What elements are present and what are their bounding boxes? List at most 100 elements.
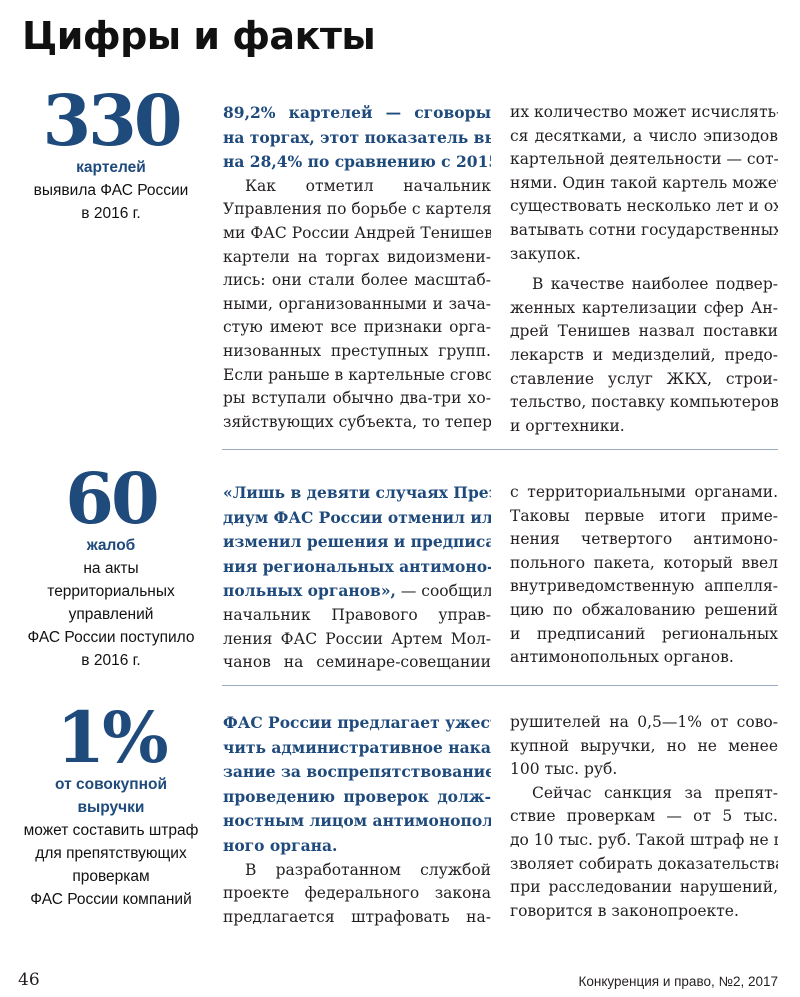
text-line: женных картелизации сфер Ан- xyxy=(510,297,778,321)
stat-description: ФАС России поступило xyxy=(27,629,195,646)
body-text: проекте федерального закона xyxy=(223,884,491,903)
stat-description: управлений xyxy=(68,606,154,623)
text-line: зволяет собирать доказательства xyxy=(510,853,778,877)
stat-label: жалоб xyxy=(86,537,136,554)
body-text: начальник Правового управ- xyxy=(223,605,491,624)
stat-block: 1% от совокупной выручки может составить шт… xyxy=(0,703,222,911)
text-line: цию по обжалованию решений xyxy=(510,599,778,623)
body-text: тельство, поставку компьютеров xyxy=(510,393,778,412)
stat-block: 60 жалоб на акты территориальных управлений Ф… xyxy=(0,464,222,672)
body-text: Управления по борьбе с картеля- xyxy=(223,200,491,219)
body-text: картельной деятельности — сот- xyxy=(510,150,778,169)
text-line: зание за воспрепятствование xyxy=(223,760,491,785)
body-text: предлагается штрафовать на- xyxy=(223,907,491,926)
body-text: до 10 тыс. руб. Такой штраф не по- xyxy=(510,830,778,849)
stat-label: картелей xyxy=(76,159,146,176)
text-column-1: ФАС России предлагает ужесто-чить админи… xyxy=(223,711,491,929)
text-line: тельство, поставку компьютеров xyxy=(510,391,778,415)
highlighted-text: на торгах, этот показатель вырос xyxy=(223,127,491,147)
text-line: проекте федерального закона xyxy=(223,882,491,906)
text-column-1: «Лишь в девяти случаях Прези-диум ФАС Ро… xyxy=(223,481,491,675)
body-text: цию по обжалованию решений xyxy=(510,600,778,619)
body-text: существовать несколько лет и ох- xyxy=(510,197,778,216)
text-line: до 10 тыс. руб. Такой штраф не по- xyxy=(510,829,778,853)
body-text: Если раньше в картельные сгово- xyxy=(223,365,491,384)
stat-description: проверкам xyxy=(72,868,150,885)
body-text: зволяет собирать доказательства xyxy=(510,854,778,873)
text-line: «Лишь в девяти случаях Прези- xyxy=(223,481,491,506)
stat-description: ФАС России компаний xyxy=(30,891,192,908)
text-line: ными, организованными и зача- xyxy=(223,293,491,317)
highlighted-text: чить административное нака- xyxy=(223,737,491,757)
text-line: и предписаний региональных xyxy=(510,623,778,647)
text-line: чанов на семинаре-совещании xyxy=(223,651,491,675)
text-line: ствие проверкам — от 5 тыс. xyxy=(510,805,778,829)
page-title: Цифры и факты xyxy=(22,14,376,58)
body-text: 100 тыс. руб. xyxy=(510,760,618,779)
body-text: В разработанном службой xyxy=(245,860,491,879)
body-text: их количество может исчислять- xyxy=(510,103,778,121)
highlighted-text: ния региональных антимоно- xyxy=(223,556,491,576)
body-text: при расследовании нарушений, xyxy=(510,878,778,897)
stat-description: может составить штраф xyxy=(23,822,199,839)
text-line: стую имеют все признаки орга- xyxy=(223,316,491,340)
text-line: ми ФАС России Андрей Тенишев, xyxy=(223,222,491,246)
text-line: при расследовании нарушений, xyxy=(510,876,778,900)
stat-label: выручки xyxy=(77,799,145,816)
text-line: зяйствующих субъекта, то теперь xyxy=(223,411,491,435)
journal-issue: Конкуренция и право, №2, 2017 xyxy=(578,974,778,989)
text-line: рушителей на 0,5—1% от сово- xyxy=(510,711,778,735)
body-text: Таковы первые итоги приме- xyxy=(510,506,778,525)
text-line: нями. Один такой картель может xyxy=(510,172,778,196)
text-line: закупок. xyxy=(510,243,778,267)
body-text: антимонопольных органов. xyxy=(510,648,734,667)
text-line: и оргтехники. xyxy=(510,415,778,439)
body-text: польного пакета, который ввел xyxy=(510,553,778,572)
text-line: Как отметил начальник xyxy=(223,175,491,199)
highlighted-text: на 28,4% по сравнению с 2015 г. xyxy=(223,152,491,172)
body-text: говорится в законопроекте. xyxy=(510,901,739,920)
section-divider xyxy=(222,685,778,686)
body-text: ными, организованными и зача- xyxy=(223,294,491,313)
text-line: Управления по борьбе с картеля- xyxy=(223,198,491,222)
body-text: картели на торгах видоизмени- xyxy=(223,247,491,266)
stat-number: 330 xyxy=(42,79,182,162)
body-text: нения четвертого антимоно- xyxy=(510,530,778,549)
stat-description: территориальных xyxy=(47,583,175,600)
text-column-2: рушителей на 0,5—1% от сово-купной выруч… xyxy=(510,711,778,923)
text-line: ления ФАС России Артем Мол- xyxy=(223,628,491,652)
body-text: дрей Тенишев назвал поставки xyxy=(510,322,778,341)
text-line: Если раньше в картельные сгово- xyxy=(223,364,491,388)
body-text: чанов на семинаре-совещании xyxy=(223,653,491,672)
text-line: антимонопольных органов. xyxy=(510,646,778,670)
text-column-2: с территориальными органами. Таковы первы… xyxy=(510,481,778,670)
stat-description: выявила ФАС России xyxy=(33,182,189,199)
text-line: 100 тыс. руб. xyxy=(510,758,778,782)
body-text: лись: они стали более масштаб- xyxy=(223,271,491,290)
body-text: ми ФАС России Андрей Тенишев, xyxy=(223,223,491,242)
text-line: купной выручки, но не менее xyxy=(510,735,778,759)
text-line: польного пакета, который ввел xyxy=(510,552,778,576)
body-text: нями. Один такой картель может xyxy=(510,173,778,192)
text-line: начальник Правового управ- xyxy=(223,604,491,628)
text-line: внутриведомственную аппелля- xyxy=(510,575,778,599)
body-text: низованных преступных групп. xyxy=(223,341,491,360)
stat-label: от совокупной xyxy=(55,776,167,793)
body-text: стую имеют все признаки орга- xyxy=(223,318,491,337)
text-line: ватывать сотни государственных xyxy=(510,219,778,243)
body-text: ватывать сотни государственных xyxy=(510,220,778,239)
highlighted-text: диум ФАС России отменил или xyxy=(223,507,491,527)
text-line: ры вступали обычно два-три хо- xyxy=(223,387,491,411)
text-line: с территориальными органами. xyxy=(510,481,778,505)
highlighted-text: проведению проверок долж- xyxy=(223,786,491,806)
body-text: В качестве наиболее подвер- xyxy=(532,275,778,294)
body-text: ры вступали обычно два-три хо- xyxy=(223,389,491,408)
body-text: Как отметил начальник xyxy=(245,176,491,195)
stat-description: в 2016 г. xyxy=(81,652,141,669)
body-text: женных картелизации сфер Ан- xyxy=(510,298,778,317)
text-line: Таковы первые итоги приме- xyxy=(510,505,778,529)
body-text: и предписаний региональных xyxy=(510,624,778,643)
highlighted-text: зание за воспрепятствование xyxy=(223,762,491,782)
highlighted-text: изменил решения и предписа- xyxy=(223,532,491,552)
text-line: 89,2% картелей — сговоры xyxy=(223,101,491,126)
